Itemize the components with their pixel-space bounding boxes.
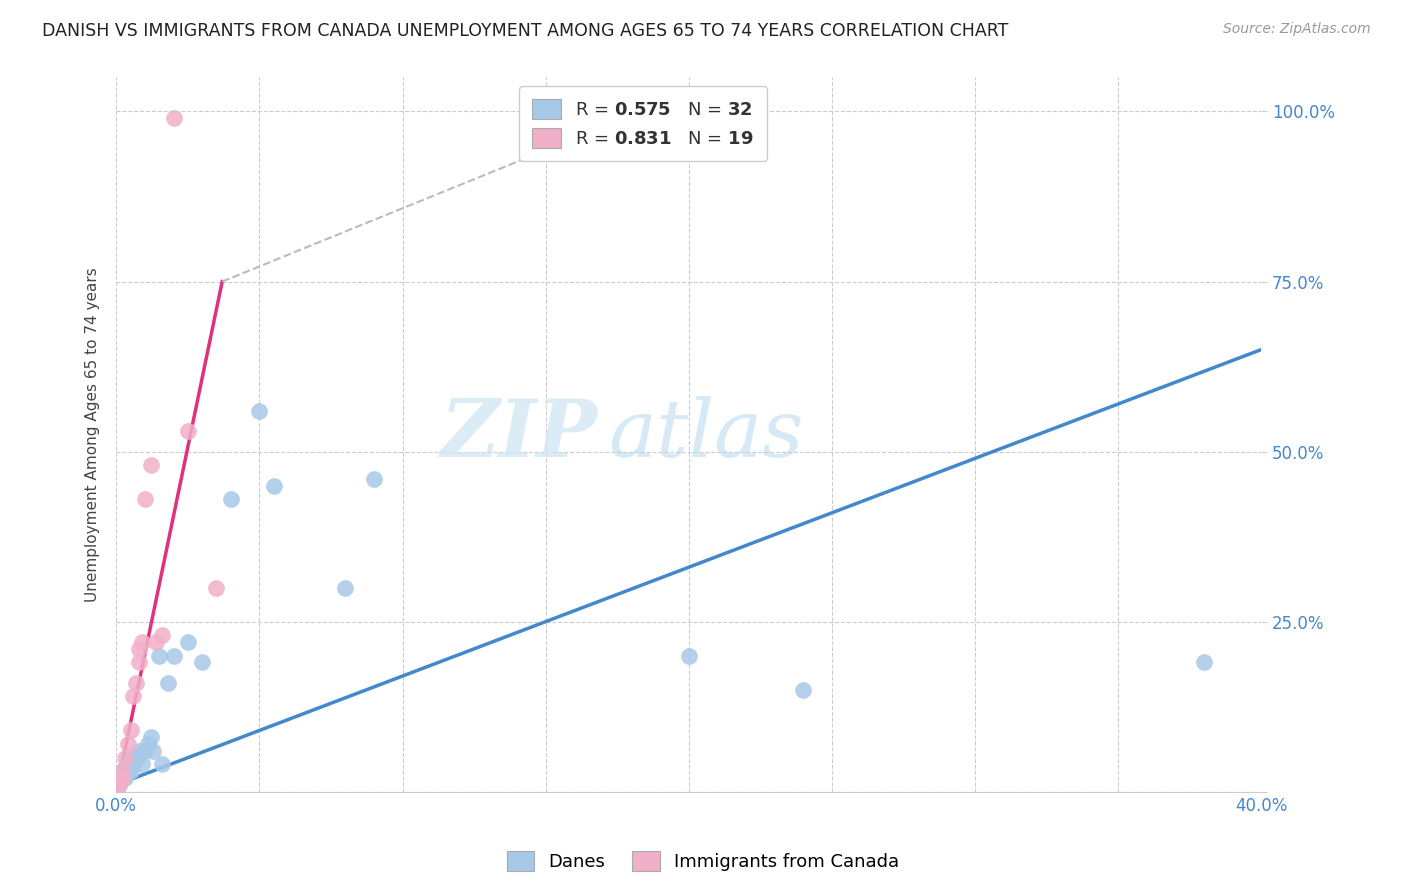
Point bbox=[120, 764, 142, 779]
Text: atlas: atlas bbox=[609, 396, 804, 474]
Point bbox=[122, 690, 145, 704]
Point bbox=[114, 771, 136, 785]
Text: Source: ZipAtlas.com: Source: ZipAtlas.com bbox=[1223, 22, 1371, 37]
Point bbox=[363, 472, 385, 486]
Point bbox=[263, 478, 285, 492]
Point bbox=[134, 744, 156, 758]
Point bbox=[148, 648, 170, 663]
Point bbox=[247, 403, 270, 417]
Point bbox=[111, 764, 134, 779]
Point bbox=[117, 764, 139, 779]
Point bbox=[145, 635, 167, 649]
Text: ZIP: ZIP bbox=[440, 396, 598, 474]
Point bbox=[111, 771, 134, 785]
Point bbox=[111, 771, 134, 785]
Point bbox=[678, 648, 700, 663]
Point bbox=[335, 581, 357, 595]
Point bbox=[156, 676, 179, 690]
Point bbox=[177, 635, 200, 649]
Point bbox=[131, 635, 153, 649]
Point bbox=[150, 757, 173, 772]
Point bbox=[111, 764, 134, 779]
Point bbox=[108, 778, 131, 792]
Point bbox=[120, 750, 142, 764]
Point bbox=[191, 656, 214, 670]
Point bbox=[134, 492, 156, 507]
Legend: R = $\bf{0.575}$   N = $\bf{32}$, R = $\bf{0.831}$   N = $\bf{19}$: R = $\bf{0.575}$ N = $\bf{32}$, R = $\bf… bbox=[519, 87, 766, 161]
Point bbox=[139, 731, 162, 745]
Point bbox=[792, 682, 814, 697]
Point bbox=[117, 757, 139, 772]
Point bbox=[114, 750, 136, 764]
Point bbox=[162, 648, 184, 663]
Point bbox=[136, 737, 159, 751]
Point bbox=[205, 581, 228, 595]
Point bbox=[125, 676, 148, 690]
Text: DANISH VS IMMIGRANTS FROM CANADA UNEMPLOYMENT AMONG AGES 65 TO 74 YEARS CORRELAT: DANISH VS IMMIGRANTS FROM CANADA UNEMPLO… bbox=[42, 22, 1008, 40]
Point bbox=[128, 656, 150, 670]
Point bbox=[1192, 656, 1215, 670]
Point bbox=[142, 744, 165, 758]
Point bbox=[108, 771, 131, 785]
Point bbox=[150, 628, 173, 642]
Point bbox=[120, 723, 142, 738]
Point bbox=[177, 424, 200, 438]
Point bbox=[108, 771, 131, 785]
Point bbox=[139, 458, 162, 473]
Point bbox=[108, 778, 131, 792]
Point bbox=[125, 750, 148, 764]
Point bbox=[117, 737, 139, 751]
Point bbox=[128, 641, 150, 656]
Point bbox=[219, 492, 242, 507]
Point bbox=[114, 764, 136, 779]
Legend: Danes, Immigrants from Canada: Danes, Immigrants from Canada bbox=[499, 844, 907, 879]
Point bbox=[128, 744, 150, 758]
Point bbox=[122, 757, 145, 772]
Point bbox=[131, 757, 153, 772]
Y-axis label: Unemployment Among Ages 65 to 74 years: Unemployment Among Ages 65 to 74 years bbox=[86, 268, 100, 602]
Point bbox=[162, 112, 184, 126]
